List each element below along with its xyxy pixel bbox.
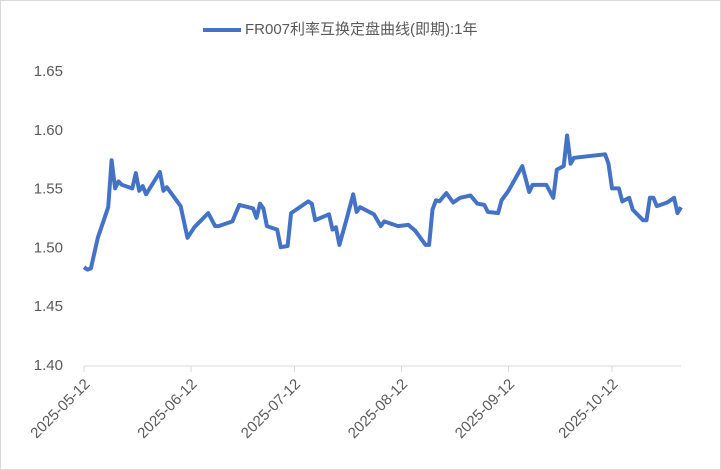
y-tick-label: 1.40: [34, 357, 63, 374]
legend-label: FR007利率互换定盘曲线(即期):1年: [245, 20, 478, 38]
y-tick-label: 1.50: [34, 239, 63, 256]
y-tick-label: 1.55: [34, 181, 63, 198]
y-tick-label: 1.65: [34, 63, 63, 80]
y-tick-label: 1.60: [34, 122, 63, 139]
y-tick-label: 1.45: [34, 298, 63, 315]
data-line: [82, 133, 683, 272]
